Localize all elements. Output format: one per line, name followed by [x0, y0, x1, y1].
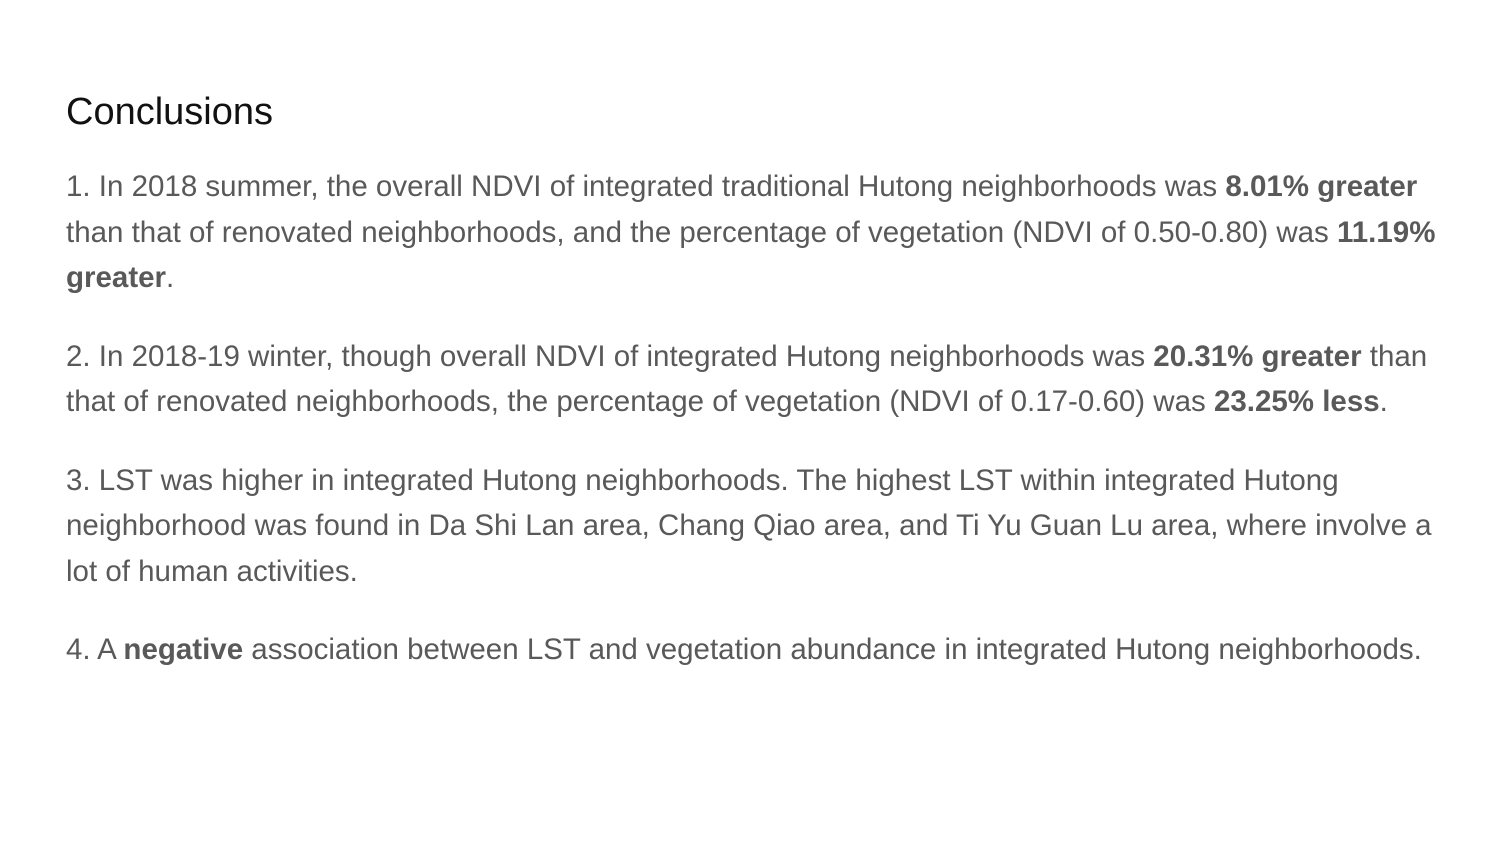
conclusion-item-1: 1. In 2018 summer, the overall NDVI of i…	[66, 164, 1436, 301]
conclusion-2-highlight-vegetation: 23.25% less	[1213, 385, 1380, 418]
slide-title: Conclusions	[66, 91, 273, 133]
conclusion-item-3: 3. LST was higher in integrated Hutong n…	[66, 458, 1436, 595]
conclusion-1-highlight-ndvi: 8.01% greater	[1225, 170, 1418, 203]
conclusion-3-text: 3. LST was higher in integrated Hutong n…	[66, 463, 1432, 588]
conclusion-4-text-b: association between LST and vegetation a…	[243, 633, 1422, 666]
conclusion-2-text-a: 2. In 2018-19 winter, though overall NDV…	[66, 339, 1154, 373]
conclusion-1-text-a: 1. In 2018 summer, the overall NDVI of i…	[66, 170, 1226, 203]
conclusion-1-text-c: .	[166, 261, 175, 294]
conclusion-4-highlight-negative: negative	[123, 633, 244, 666]
conclusion-4-text-a: 4. A	[66, 633, 124, 666]
conclusion-item-2: 2. In 2018-19 winter, though overall NDV…	[66, 334, 1436, 425]
conclusion-2-text-b: than that of renovated neighborhoods, th…	[66, 339, 1428, 419]
conclusion-1-text-b: than that of renovated neighborhoods, an…	[66, 215, 1337, 249]
conclusion-1-highlight-vegetation: 11.19% greater	[66, 215, 1436, 295]
conclusion-2-text-c: .	[1379, 385, 1388, 418]
conclusions-list: 1. In 2018 summer, the overall NDVI of i…	[66, 164, 1436, 706]
conclusion-item-4: 4. A negative association between LST an…	[66, 627, 1436, 673]
conclusion-2-highlight-ndvi: 20.31% greater	[1153, 339, 1362, 373]
